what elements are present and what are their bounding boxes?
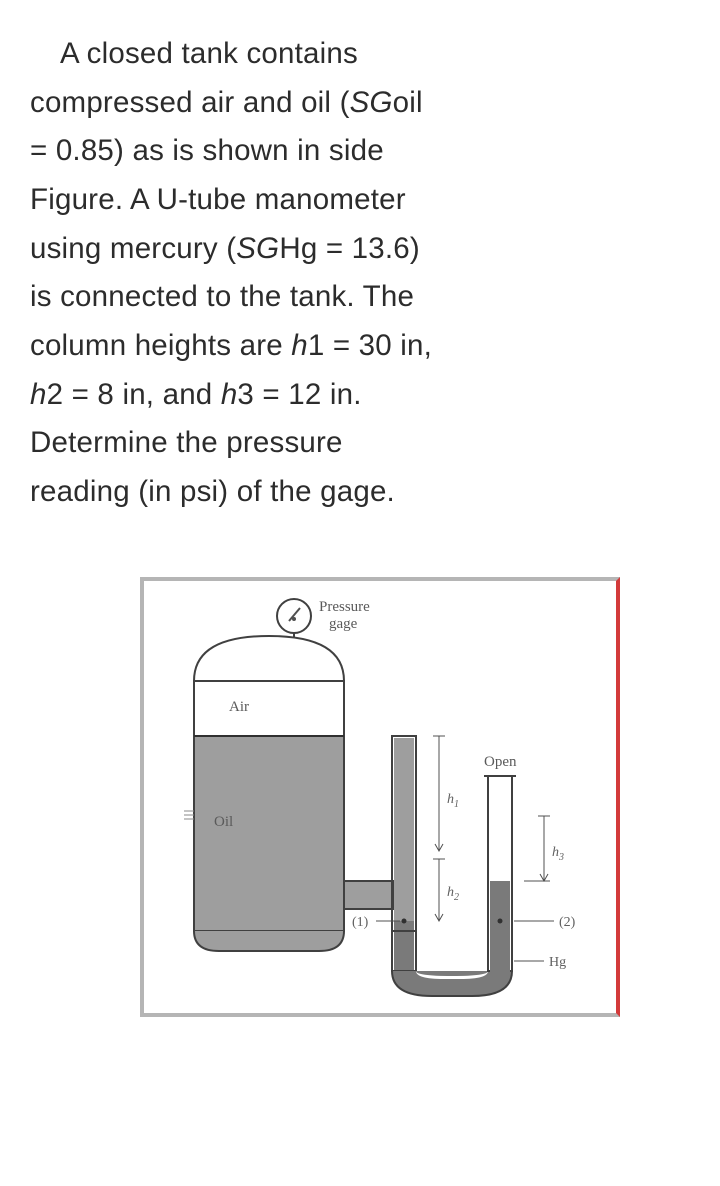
sg-oil: SG	[350, 86, 393, 119]
text-line: column heights are	[30, 329, 291, 362]
text-line: = 0.85) as is shown in side	[30, 134, 384, 167]
problem-statement: A closed tank contains compressed air an…	[30, 30, 690, 517]
pressure-gage	[277, 599, 311, 637]
h3-label: h3	[552, 845, 564, 863]
u-tube	[392, 736, 516, 996]
h1-var: h	[291, 329, 308, 362]
tank	[194, 636, 344, 951]
text-line: reading (in psi) of the gage.	[30, 475, 395, 508]
sg-hg: SG	[236, 232, 279, 265]
h2-dimension	[433, 859, 445, 921]
h3-dimension	[524, 816, 550, 881]
air-label: Air	[229, 699, 249, 715]
figure-container: Pressure gage Air Oil	[30, 577, 690, 1017]
h2-label: h2	[447, 885, 459, 903]
h3-var: h	[221, 378, 238, 411]
gage-label: gage	[329, 616, 358, 632]
pressure-label: Pressure	[319, 599, 370, 615]
figure-svg: Pressure gage Air Oil	[144, 581, 616, 1013]
pt1-label: (1)	[352, 915, 369, 930]
manometer-figure: Pressure gage Air Oil	[140, 577, 620, 1017]
text-line: 1 = 30 in,	[308, 329, 432, 362]
oil-label: Oil	[214, 814, 233, 830]
text-line: 2 = 8 in, and	[47, 378, 221, 411]
text-line: compressed air and oil (	[30, 86, 350, 119]
open-label: Open	[484, 754, 517, 770]
text-line: Figure. A U-tube manometer	[30, 183, 406, 216]
h1-label: h1	[447, 792, 459, 810]
pt2-label: (2)	[559, 915, 576, 930]
text-line: using mercury (	[30, 232, 236, 265]
text-line: Hg = 13.6)	[279, 232, 420, 265]
h1-dimension	[433, 736, 445, 851]
h2-var: h	[30, 378, 47, 411]
text-line: 3 = 12 in.	[237, 378, 361, 411]
text-line: A closed tank contains	[30, 37, 358, 70]
text-line: is connected to the tank. The	[30, 280, 414, 313]
hg-label: Hg	[549, 955, 566, 970]
text-line: oil	[393, 86, 423, 119]
connecting-tube	[344, 881, 394, 909]
text-line: Determine the pressure	[30, 426, 343, 459]
